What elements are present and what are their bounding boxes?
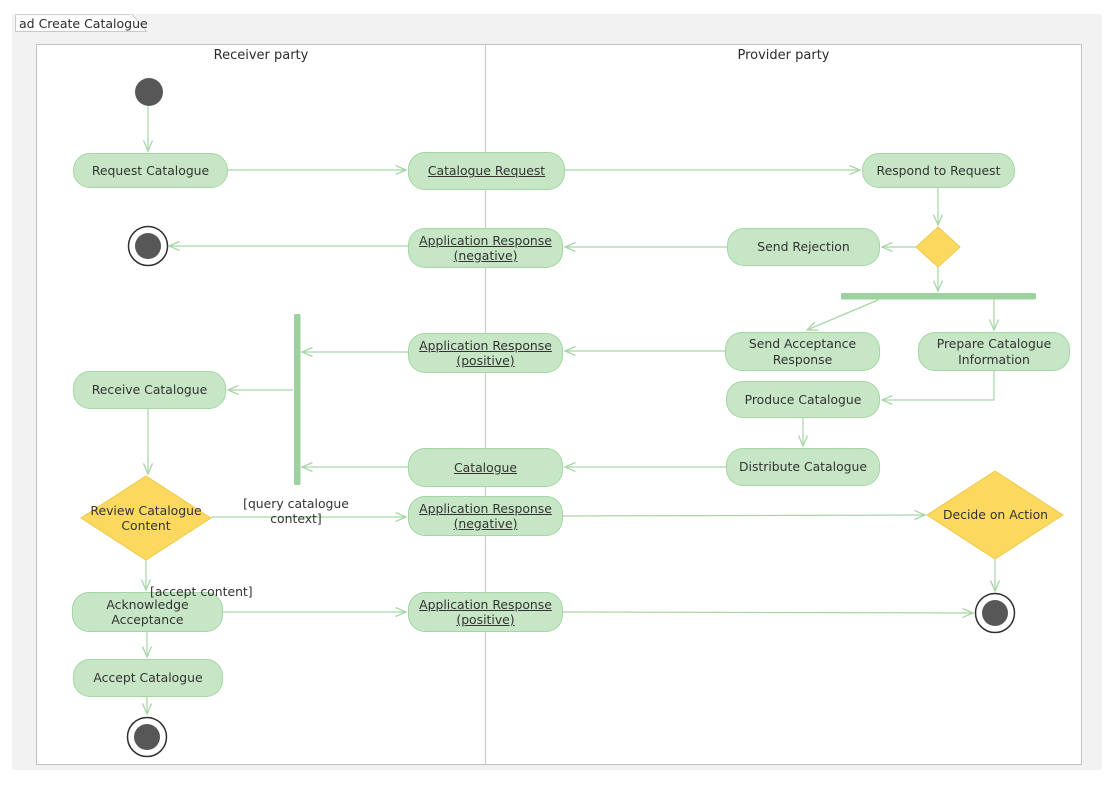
decision-decide-on-action[interactable]	[926, 470, 1064, 560]
action-label: Produce Catalogue	[744, 391, 862, 407]
decision-respond-diamond[interactable]	[915, 226, 961, 268]
object-catalogue-request[interactable]: Catalogue Request	[408, 152, 565, 190]
object-label: Application Response (negative)	[419, 232, 552, 264]
final-node-receiver-bottom[interactable]	[126, 716, 168, 758]
guard-accept-content: [accept content]	[150, 584, 253, 599]
action-label: Send Rejection	[757, 239, 850, 255]
lane-title-receiver-party: Receiver party	[213, 48, 309, 63]
action-label: Respond to Request	[876, 162, 1001, 178]
action-label: Distribute Catalogue	[738, 459, 868, 475]
object-label: Catalogue Request	[427, 163, 546, 179]
edge-fork-to-send-acceptance	[807, 299, 879, 330]
fork-bar[interactable]	[841, 293, 1036, 300]
edge-app-pos2-to-final3	[562, 612, 973, 613]
object-label: Application Response (negative)	[419, 500, 552, 532]
object-label: Application Response (positive)	[419, 337, 552, 369]
join-bar[interactable]	[294, 314, 301, 485]
action-prepare-catalogue-information[interactable]: Prepare Catalogue Information	[918, 332, 1070, 371]
action-label: Prepare Catalogue Information	[936, 336, 1052, 367]
action-respond-to-request[interactable]: Respond to Request	[862, 153, 1015, 188]
object-application-response-positive-2[interactable]: Application Response (positive)	[408, 592, 563, 632]
action-label: Acknowledge Acceptance	[106, 596, 189, 628]
action-produce-catalogue[interactable]: Produce Catalogue	[726, 381, 880, 418]
edges	[146, 106, 995, 714]
decision-label-decide-on-action: Decide on Action	[942, 507, 1049, 523]
object-catalogue[interactable]: Catalogue	[408, 448, 563, 487]
object-label: Application Response (positive)	[419, 596, 552, 628]
edge-app-neg2-to-decide	[562, 515, 925, 516]
action-distribute-catalogue[interactable]: Distribute Catalogue	[726, 448, 880, 486]
decision-label-review-catalogue-content: Review Catalogue Content	[90, 502, 202, 534]
action-label: Request Catalogue	[91, 162, 210, 178]
final-node-receiver-top[interactable]	[127, 225, 169, 267]
start-node[interactable]	[135, 78, 163, 106]
lane-title-provider-party: Provider party	[737, 48, 830, 63]
decision-review-catalogue-content[interactable]	[80, 475, 212, 561]
action-receive-catalogue[interactable]: Receive Catalogue	[73, 371, 226, 409]
object-application-response-negative-1[interactable]: Application Response (negative)	[408, 228, 563, 268]
action-label: Receive Catalogue	[91, 382, 208, 398]
action-send-acceptance-response[interactable]: Send Acceptance Response	[725, 332, 880, 371]
diagram-title: ad Create Catalogue	[19, 16, 148, 31]
frame-tab	[15, 14, 148, 32]
frame-tab-shape	[15, 14, 148, 32]
object-application-response-positive-1[interactable]: Application Response (positive)	[408, 333, 563, 373]
action-label: Send Acceptance Response	[748, 336, 857, 367]
edge-prepare-to-produce	[882, 371, 995, 400]
action-send-rejection[interactable]: Send Rejection	[727, 228, 880, 266]
object-label: Catalogue	[453, 459, 518, 475]
action-accept-catalogue[interactable]: Accept Catalogue	[73, 659, 223, 697]
action-request-catalogue[interactable]: Request Catalogue	[73, 153, 228, 188]
object-application-response-negative-2[interactable]: Application Response (negative)	[408, 496, 563, 536]
guard-query-catalogue-context: [query catalogue context]	[243, 496, 349, 526]
action-label: Accept Catalogue	[93, 670, 203, 686]
action-acknowledge-acceptance[interactable]: Acknowledge Acceptance	[72, 592, 223, 632]
final-node-provider[interactable]	[974, 592, 1016, 634]
